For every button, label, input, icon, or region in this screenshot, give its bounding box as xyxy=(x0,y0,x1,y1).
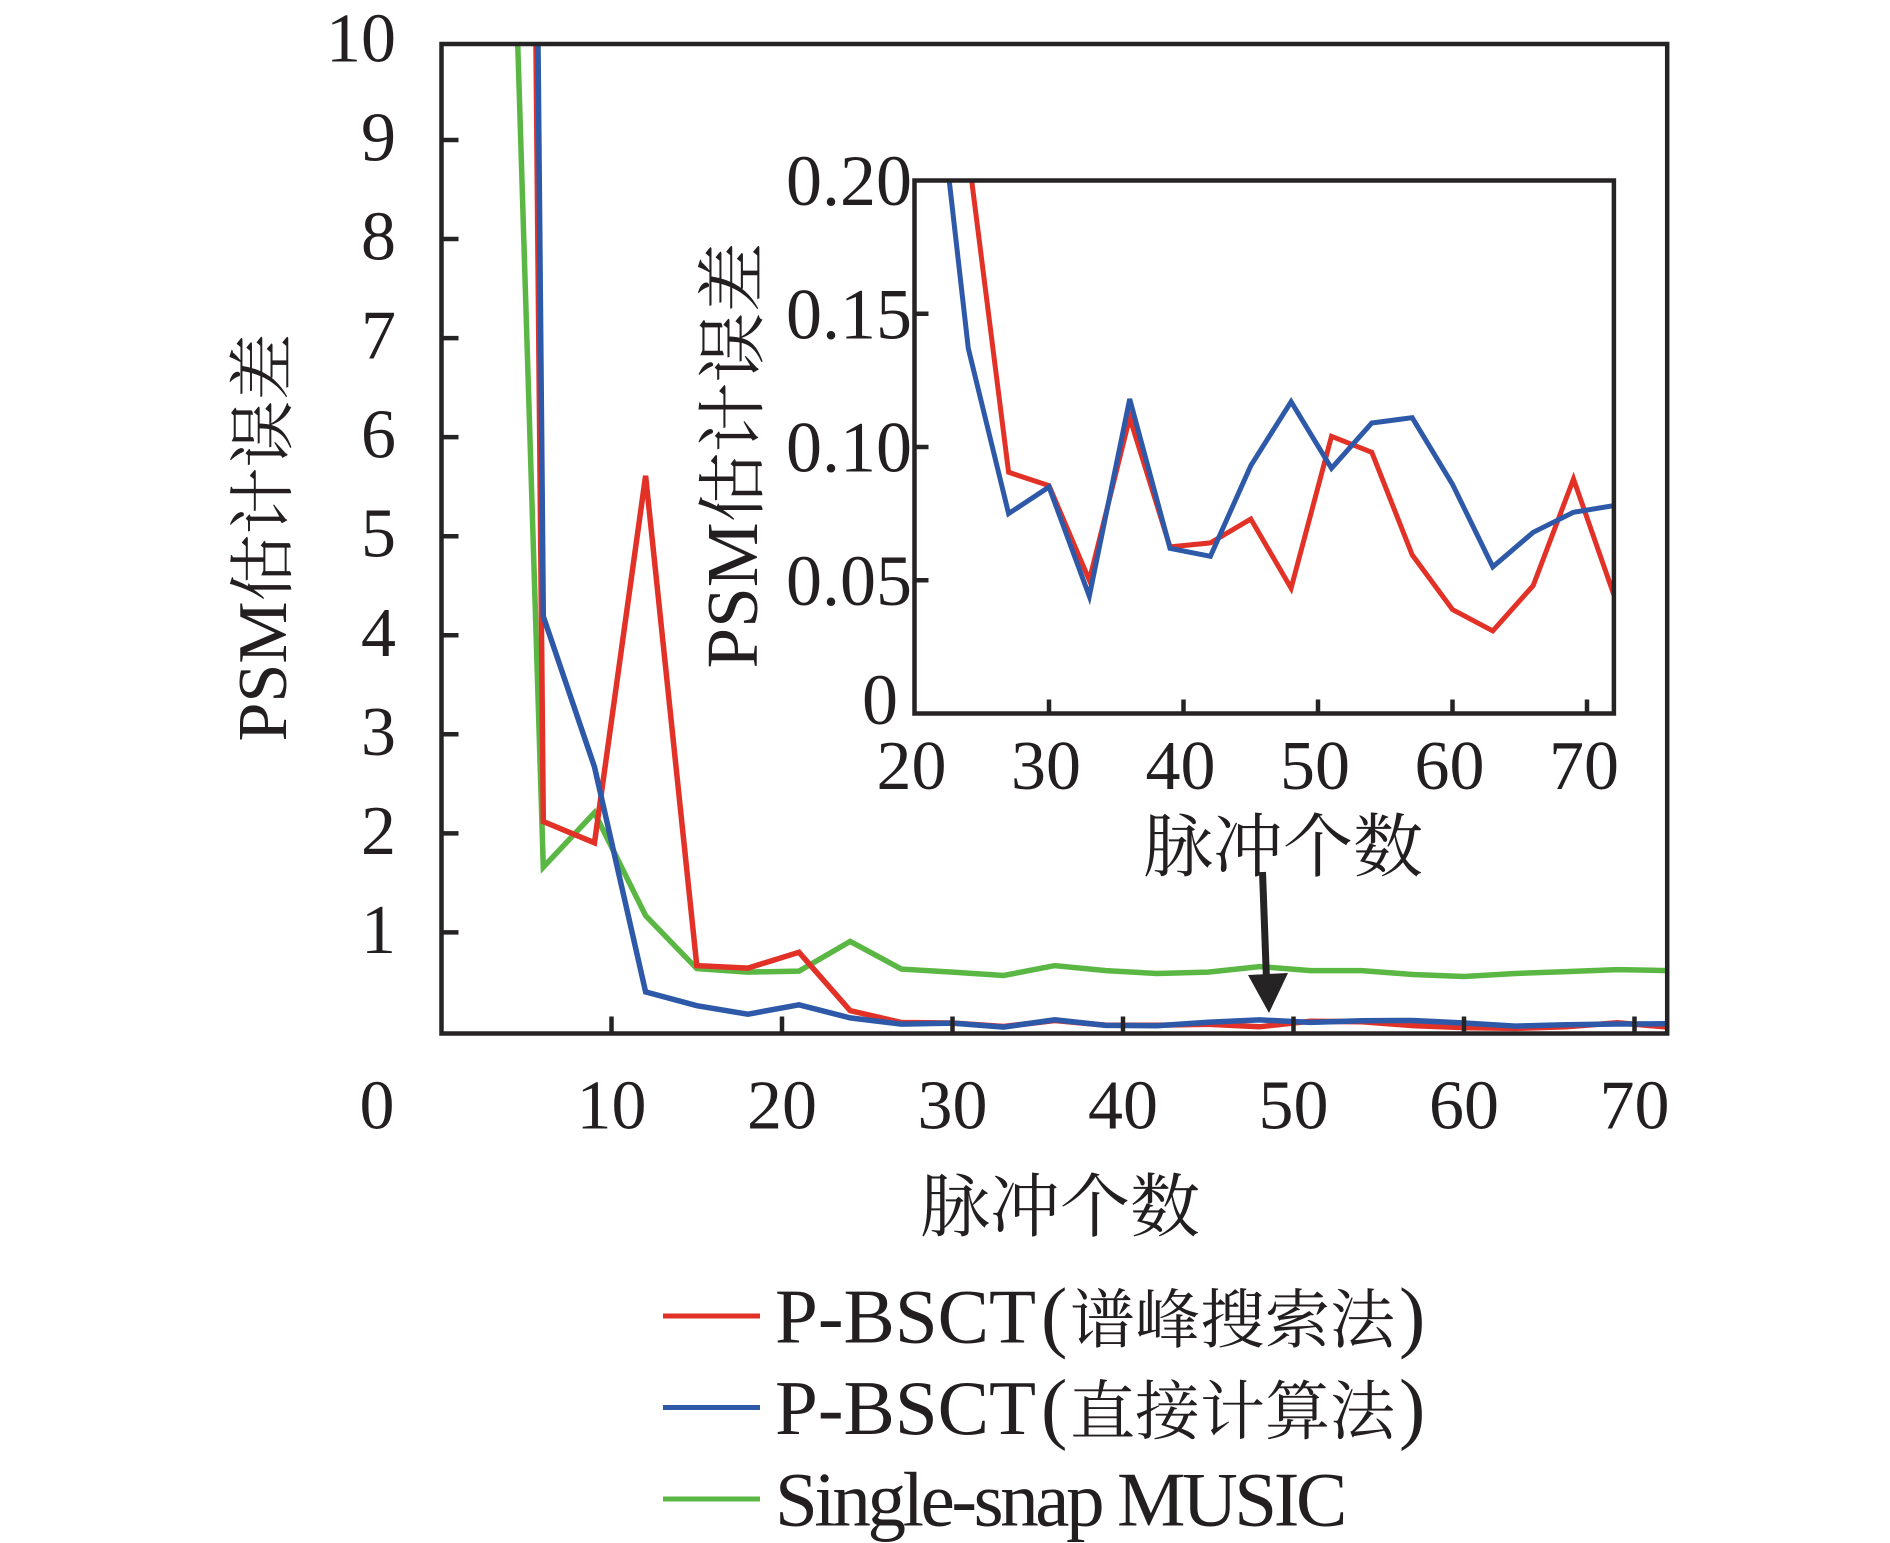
svg-text:1: 1 xyxy=(361,892,396,969)
svg-text:P-BSCT: P-BSCT xyxy=(775,1365,1036,1451)
svg-text:0: 0 xyxy=(862,660,898,740)
svg-text:3: 3 xyxy=(361,694,396,771)
svg-text:20: 20 xyxy=(877,728,947,805)
svg-text:6: 6 xyxy=(361,397,396,474)
svg-text:(: ( xyxy=(1041,1365,1067,1452)
svg-text:): ) xyxy=(1399,1274,1425,1361)
svg-text:60: 60 xyxy=(1415,728,1485,805)
svg-text:0.05: 0.05 xyxy=(786,541,912,621)
svg-text:9: 9 xyxy=(361,99,396,176)
svg-text:2: 2 xyxy=(361,793,396,870)
svg-text:0.10: 0.10 xyxy=(786,408,912,488)
svg-text:): ) xyxy=(1399,1365,1425,1452)
svg-text:10: 10 xyxy=(326,0,396,77)
svg-text:PSM: PSM xyxy=(225,601,302,741)
svg-text:(: ( xyxy=(1041,1274,1067,1361)
svg-text:Single-snap MUSIC: Single-snap MUSIC xyxy=(775,1457,1344,1543)
svg-text:PSM: PSM xyxy=(692,522,773,668)
svg-text:30: 30 xyxy=(1011,728,1081,805)
svg-text:5: 5 xyxy=(361,496,396,573)
svg-text:70: 70 xyxy=(1549,728,1619,805)
svg-text:P-BSCT: P-BSCT xyxy=(775,1274,1036,1360)
svg-text:20: 20 xyxy=(747,1068,817,1145)
svg-text:50: 50 xyxy=(1280,728,1350,805)
svg-text:70: 70 xyxy=(1600,1068,1670,1145)
svg-text:8: 8 xyxy=(361,199,396,276)
svg-text:7: 7 xyxy=(361,298,396,375)
svg-text:60: 60 xyxy=(1429,1068,1499,1145)
svg-text:30: 30 xyxy=(918,1068,988,1145)
svg-text:10: 10 xyxy=(577,1068,647,1145)
svg-text:40: 40 xyxy=(1146,728,1216,805)
svg-text:4: 4 xyxy=(361,595,396,672)
svg-text:0.20: 0.20 xyxy=(786,141,912,221)
svg-text:0.15: 0.15 xyxy=(786,274,912,354)
svg-text:50: 50 xyxy=(1259,1068,1329,1145)
svg-text:40: 40 xyxy=(1088,1068,1158,1145)
svg-text:0: 0 xyxy=(360,1068,395,1145)
